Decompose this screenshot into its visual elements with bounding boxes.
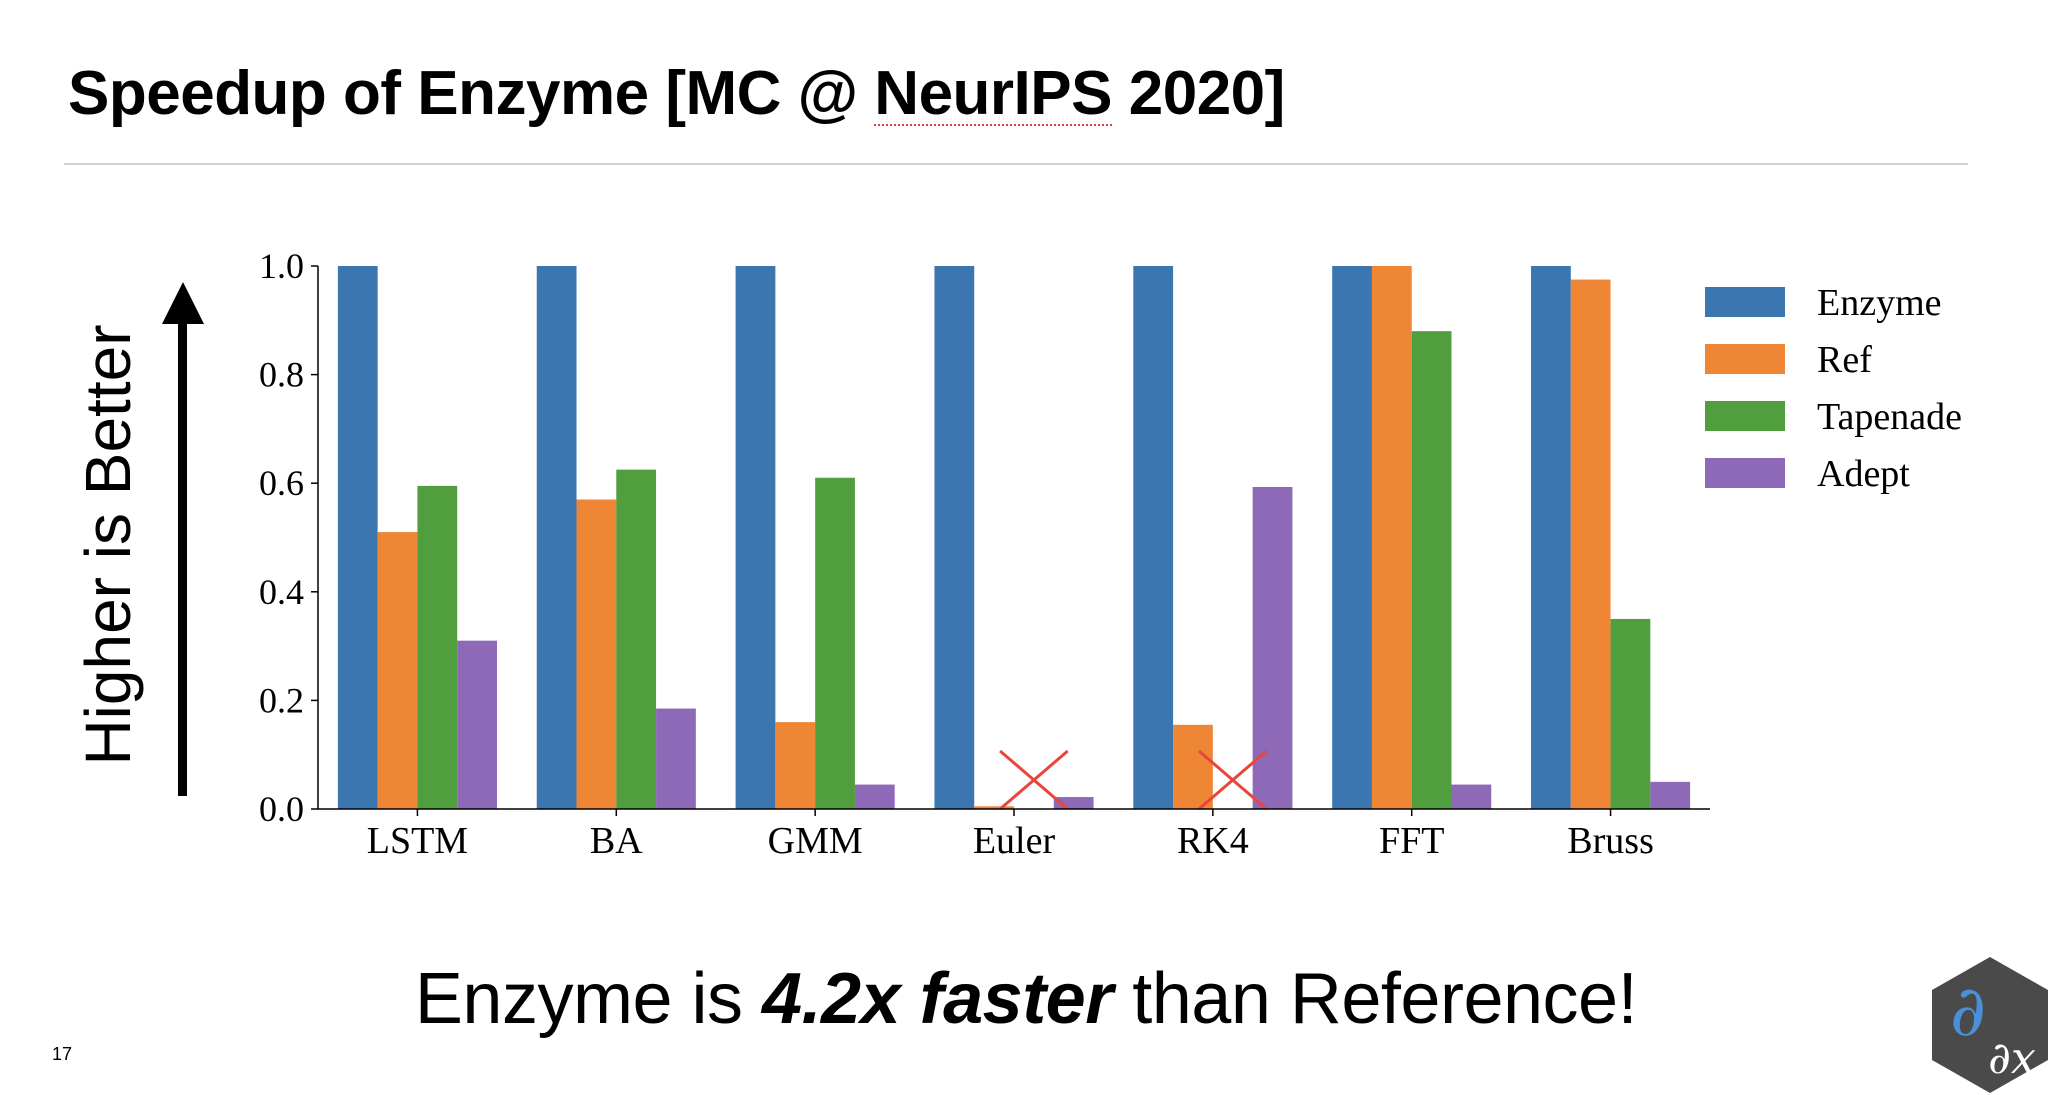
bar-rk4-ref xyxy=(1173,724,1213,809)
x-tick-label-lstm: LSTM xyxy=(367,820,468,862)
up-arrow-shaft xyxy=(178,316,187,796)
speedup-bar-chart: LSTM BA GMM Euler RK4 FFT Bruss 0.0 0.2 0.4 0.6 0.8… xyxy=(259,246,1962,862)
title-suffix: 2020] xyxy=(1112,59,1286,128)
y-tick-label-1.0: 1.0 xyxy=(259,246,304,286)
legend-label-adept: Adept xyxy=(1817,453,1910,495)
subtitle-suffix: than Reference! xyxy=(1112,959,1638,1039)
bar-lstm-tapenade xyxy=(417,485,458,809)
legend-swatch-ref xyxy=(1705,344,1785,374)
y-tick-label-0.8: 0.8 xyxy=(259,355,304,395)
bar-ba-adept xyxy=(656,708,696,809)
legend-swatch-adept xyxy=(1705,458,1785,488)
bar-euler-ref xyxy=(974,806,1014,809)
enzyme-logo-icon: ∂ ∂x xyxy=(1932,957,2048,1093)
bar-gmm-adept xyxy=(854,784,895,809)
bar-rk4-enzyme xyxy=(1133,266,1174,809)
x-tick-label-fft: FFT xyxy=(1379,820,1444,862)
bar-fft-adept xyxy=(1451,784,1492,809)
legend-swatch-enzyme xyxy=(1705,287,1785,317)
legend-label-tapenade: Tapenade xyxy=(1817,396,1962,438)
title-underlined-word: NeurIPS xyxy=(874,59,1112,128)
bar-bruss-ref xyxy=(1570,279,1611,809)
bar-gmm-tapenade xyxy=(815,477,855,809)
y-tick-label-0.6: 0.6 xyxy=(259,463,304,503)
bar-fft-ref xyxy=(1371,266,1412,809)
y-tick-label-0.0: 0.0 xyxy=(259,789,304,829)
missing-marker-euler-b xyxy=(999,749,1069,811)
page-number: 17 xyxy=(52,1044,73,1064)
x-tick-label-ba: BA xyxy=(590,820,643,862)
bar-bruss-adept xyxy=(1650,781,1691,809)
bar-ba-tapenade xyxy=(616,469,657,809)
subtitle-prefix: Enzyme is xyxy=(414,959,762,1039)
slide-title: Speedup of Enzyme [MC @ NeurIPS 2020] xyxy=(68,58,1285,129)
bar-lstm-adept xyxy=(457,640,497,809)
svg-text:∂: ∂ xyxy=(1950,970,1986,1052)
x-tick-label-euler: Euler xyxy=(973,820,1056,862)
bar-euler-adept xyxy=(1053,797,1094,809)
x-tick-label-gmm: GMM xyxy=(768,820,863,862)
bar-fft-enzyme xyxy=(1332,266,1372,809)
bar-euler-enzyme xyxy=(934,266,975,809)
svg-text:∂x: ∂x xyxy=(1988,1033,2036,1084)
bar-ba-ref xyxy=(576,499,617,809)
title-divider xyxy=(64,163,1968,165)
legend-label-ref: Ref xyxy=(1817,339,1872,381)
x-tick-label-rk4: RK4 xyxy=(1177,820,1249,862)
bar-bruss-enzyme xyxy=(1531,266,1571,809)
subtitle-emphasis: 4.2x faster xyxy=(762,959,1113,1039)
subtitle: Enzyme is 4.2x faster than Reference! xyxy=(0,958,2052,1040)
bar-rk4-adept xyxy=(1252,487,1293,809)
bar-fft-tapenade xyxy=(1411,331,1452,809)
bar-gmm-ref xyxy=(775,722,816,809)
y-tick-label-0.2: 0.2 xyxy=(259,680,304,720)
bar-bruss-tapenade xyxy=(1610,618,1651,809)
y-tick-label-0.4: 0.4 xyxy=(259,572,304,612)
title-prefix: Speedup of Enzyme [MC @ xyxy=(68,59,875,128)
bar-lstm-enzyme xyxy=(337,266,378,809)
bar-lstm-ref xyxy=(377,532,418,809)
legend-label-enzyme: Enzyme xyxy=(1817,282,1942,324)
legend-swatch-tapenade xyxy=(1705,401,1785,431)
missing-marker-rk4-b xyxy=(1197,749,1268,811)
bar-gmm-enzyme xyxy=(735,266,776,809)
bar-ba-enzyme xyxy=(536,266,577,809)
x-tick-label-bruss: Bruss xyxy=(1567,820,1654,862)
